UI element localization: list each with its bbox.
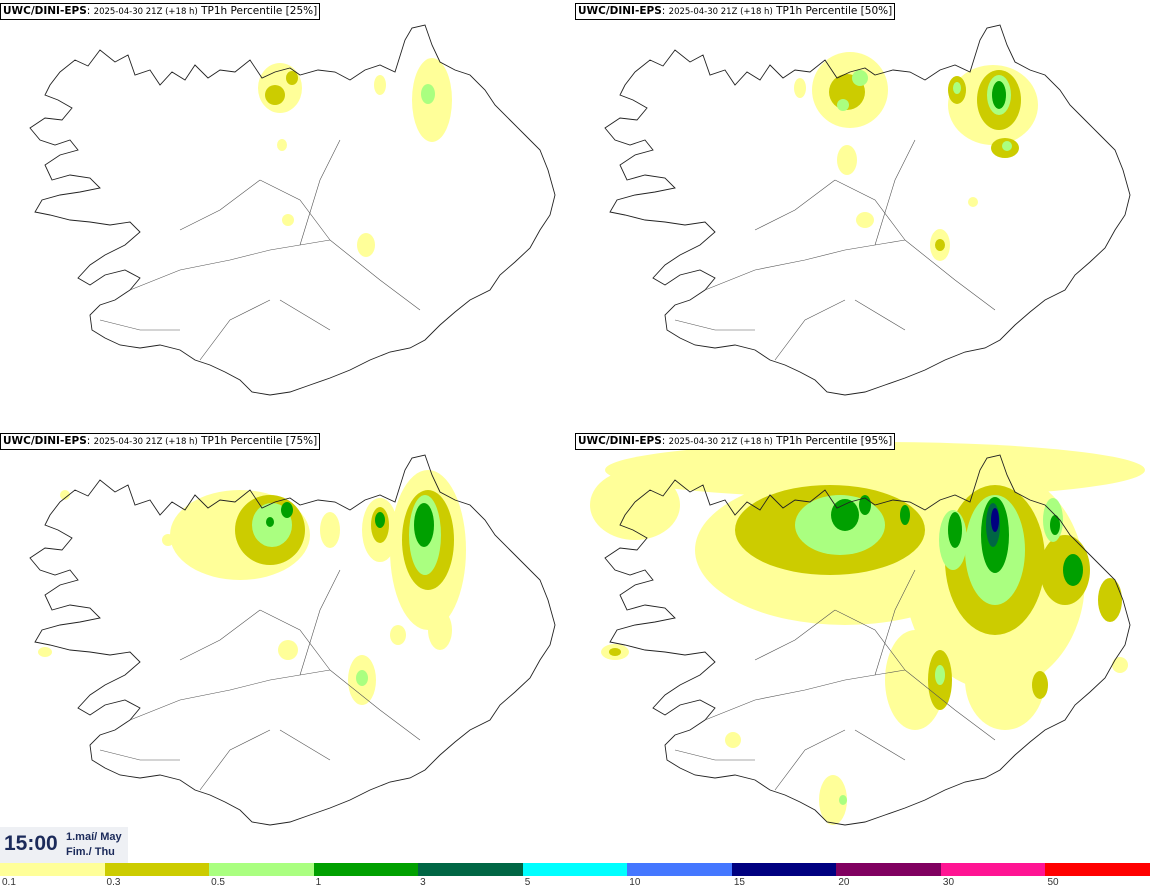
field-name: TP1h Percentile [25%] [201,5,318,17]
legend-swatch [627,863,732,876]
legend-swatch [522,863,628,876]
legend-swatch [940,863,1046,876]
iceland-precip-map [29,24,556,396]
valid-time-box: 15:00 1.maí/ May Fim./ Thu [0,827,128,863]
iceland-precip-map [590,442,1145,826]
map-panel-p95: UWC/DINI-EPS: 2025-04-30 21Z (+18 h) TP1… [575,430,1150,860]
panel-title: UWC/DINI-EPS: 2025-04-30 21Z (+18 h) TP1… [0,3,321,20]
legend-tick-label: 1 [315,877,322,888]
precip-legend: 0.1 0.3 0.5 1 3 5 10 15 20 30 50 [0,863,1150,891]
map-panel-p50: UWC/DINI-EPS: 2025-04-30 21Z (+18 h) TP1… [575,0,1150,430]
model-name: UWC/DINI-EPS [578,5,662,17]
valid-time-clock: 15:00 [4,832,58,855]
legend-swatch [209,863,314,876]
legend-swatch [418,863,523,876]
legend-swatch [1045,863,1150,876]
map-panel-p25: UWC/DINI-EPS: 2025-04-30 21Z (+18 h) TP1… [0,0,575,430]
panel-title: UWC/DINI-EPS: 2025-04-30 21Z (+18 h) TP1… [0,433,321,450]
panel-title: UWC/DINI-EPS: 2025-04-30 21Z (+18 h) TP1… [575,433,896,450]
legend-swatch [836,863,941,876]
legend-tick-label: 5 [524,877,531,888]
model-name: UWC/DINI-EPS [3,5,87,17]
legend-colorbar [0,863,1150,876]
iceland-precip-map [29,454,556,826]
legend-swatch [313,863,419,876]
iceland-precip-map [604,24,1131,396]
legend-swatch [731,863,837,876]
legend-tick-label: 10 [629,877,641,888]
run-time: 2025-04-30 21Z (+18 h) [93,7,198,17]
model-name: UWC/DINI-EPS [578,435,662,447]
legend-tick-label: 30 [942,877,955,888]
legend-tick-label: 20 [838,877,850,888]
legend-tick-label: 0.1 [2,877,16,888]
legend-swatch [104,863,210,876]
map-panel-p75: UWC/DINI-EPS: 2025-04-30 21Z (+18 h) TP1… [0,430,575,860]
run-time: 2025-04-30 21Z (+18 h) [668,7,773,17]
valid-weekday-line: Fim./ Thu [66,846,115,858]
field-name: TP1h Percentile [50%] [776,5,893,17]
run-time: 2025-04-30 21Z (+18 h) [668,437,773,447]
field-name: TP1h Percentile [95%] [776,435,893,447]
legend-tick-label: 3 [420,877,426,888]
run-time: 2025-04-30 21Z (+18 h) [93,437,198,447]
legend-tick-label: 50 [1047,877,1059,888]
legend-tick-label: 0.3 [106,877,121,888]
panel-title: UWC/DINI-EPS: 2025-04-30 21Z (+18 h) TP1… [575,3,896,20]
field-name: TP1h Percentile [75%] [201,435,318,447]
model-name: UWC/DINI-EPS [3,435,87,447]
valid-date-line: 1.maí/ May [66,831,122,843]
legend-tick-label: 15 [733,877,745,888]
legend-swatch [0,863,105,876]
legend-tick-label: 0.5 [211,877,225,888]
